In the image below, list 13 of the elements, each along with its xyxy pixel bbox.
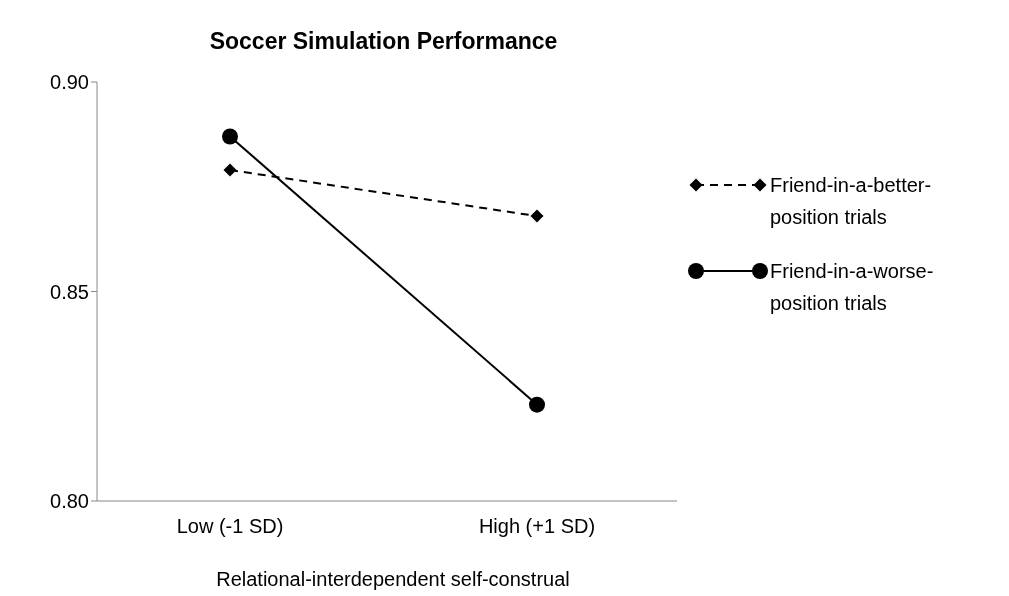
y-tick-label: 0.80 [50,490,89,513]
point [222,128,238,145]
legend-label: Friend-in-a-worse-position trials [770,259,935,316]
legend-label: Friend-in-a-better-position trials [770,173,933,230]
y-tick-label: 0.90 [50,71,89,94]
x-axis-title: Relational-interdependent self-construal [215,568,571,591]
chart-title: Soccer Simulation Performance [208,28,559,55]
x-tick-label: Low (-1 SD) [176,515,284,538]
point [530,209,544,223]
x-tick-label: High (+1 SD) [478,515,596,538]
point [223,163,237,177]
point [529,396,545,413]
y-tick-label: 0.85 [50,280,89,303]
